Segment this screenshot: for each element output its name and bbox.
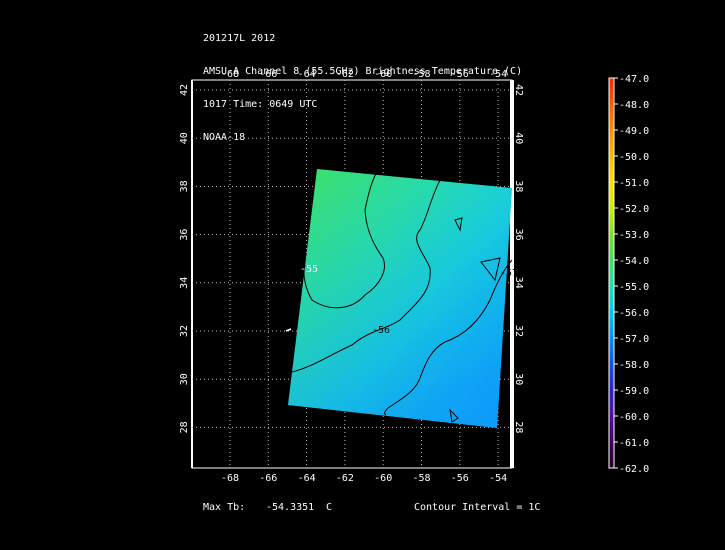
colorbar-label: -60.0 <box>619 412 649 423</box>
colorbar-label: -51.0 <box>619 178 649 189</box>
colorbar-label: -57.0 <box>619 334 649 345</box>
contour-small-loop-2 <box>449 408 459 423</box>
contour-lines <box>291 171 513 423</box>
lon-ticks-top: -68 -66 -64 -62 -60 -58 -56 -54 <box>221 69 507 80</box>
lat-tick-right: 36 <box>513 229 524 241</box>
max-tb-label: Max Tb: <box>203 502 246 513</box>
max-tb-unit: C <box>326 502 333 513</box>
lon-tick-top: -60 <box>374 69 392 80</box>
header-line-1: 201217L 2012 <box>203 33 276 44</box>
colorbar: -47.0 -48.0 -49.0 -50.0 -51.0 -52.0 -53.0 -54.0… <box>608 74 649 475</box>
contour-label-57: -57 <box>500 268 518 279</box>
lat-tick-left: 40 <box>179 132 190 144</box>
contour-label-55: -55 <box>300 264 318 275</box>
lat-ticks-left: 42 40 38 36 34 32 30 28 <box>179 84 190 433</box>
lon-tick-top: -66 <box>259 69 277 80</box>
lat-tick-right: 40 <box>513 132 524 144</box>
lat-tick-right: 38 <box>513 180 524 192</box>
lat-tick-right: 32 <box>513 325 524 337</box>
lat-tick-left: 42 <box>179 84 190 96</box>
lat-ticks-right: 42 40 38 36 34 32 30 28 <box>513 84 524 433</box>
lon-tick-bottom: -56 <box>451 473 469 484</box>
lon-tick-bottom: -66 <box>259 473 277 484</box>
lat-tick-left: 38 <box>179 180 190 192</box>
header-line-4: NOAA-18 <box>203 132 246 143</box>
colorbar-label: -56.0 <box>619 308 649 319</box>
lat-tick-right: 30 <box>513 373 524 385</box>
colorbar-label: -48.0 <box>619 100 649 111</box>
colorbar-label: -59.0 <box>619 386 649 397</box>
colorbar-label: -47.0 <box>619 74 649 85</box>
lat-tick-left: 30 <box>179 373 190 385</box>
lon-tick-top: -58 <box>412 69 430 80</box>
lat-tick-left: 36 <box>179 229 190 241</box>
contour-small-loop <box>454 217 463 232</box>
contour-55 <box>303 171 385 309</box>
colorbar-label: -61.0 <box>619 438 649 449</box>
colorbar-label: -62.0 <box>619 464 649 475</box>
contour-interval: Contour Interval = 1C <box>414 502 541 513</box>
colorbar-label: -55.0 <box>619 282 649 293</box>
lon-tick-top: -56 <box>451 69 469 80</box>
lon-tick-bottom: -58 <box>412 473 430 484</box>
white-marker <box>285 328 292 332</box>
colorbar-label: -53.0 <box>619 230 649 241</box>
max-tb-value: -54.3351 <box>266 502 315 513</box>
chart-header: 201217L 2012 AMSU-A Channel 8 (55.5GHz) … <box>203 11 522 154</box>
lat-tick-left: 28 <box>179 421 190 433</box>
swath-shading <box>288 169 512 428</box>
contour-57-island <box>480 257 501 282</box>
lon-ticks-bottom: -68 -66 -64 -62 -60 -58 -56 -54 <box>221 473 507 484</box>
colorbar-bar <box>608 77 615 469</box>
header-line-2: AMSU-A Channel 8 (55.5GHz) Brightness Te… <box>203 66 523 77</box>
lat-tick-left: 34 <box>179 277 190 289</box>
lon-tick-bottom: -60 <box>374 473 392 484</box>
lon-tick-top: -64 <box>298 69 316 80</box>
lon-tick-top: -68 <box>221 69 239 80</box>
lat-tick-right: 42 <box>513 84 524 96</box>
lat-tick-right: 28 <box>513 421 524 433</box>
lon-tick-top: -54 <box>489 69 507 80</box>
colorbar-label: -52.0 <box>619 204 649 215</box>
lon-tick-bottom: -62 <box>336 473 354 484</box>
lon-tick-bottom: -54 <box>489 473 507 484</box>
lon-tick-bottom: -64 <box>298 473 316 484</box>
colorbar-label: -58.0 <box>619 360 649 371</box>
colorbar-label: -49.0 <box>619 126 649 137</box>
lat-tick-right: 34 <box>513 277 524 289</box>
lon-tick-bottom: -68 <box>221 473 239 484</box>
colorbar-label: -54.0 <box>619 256 649 267</box>
colorbar-label: -50.0 <box>619 152 649 163</box>
contour-57 <box>384 259 513 416</box>
lat-tick-left: 32 <box>179 325 190 337</box>
lon-tick-top: -62 <box>336 69 354 80</box>
contour-56 <box>291 179 441 373</box>
contour-label-56: -56 <box>372 325 390 336</box>
header-line-3: 1017 Time: 0649 UTC <box>203 99 318 110</box>
